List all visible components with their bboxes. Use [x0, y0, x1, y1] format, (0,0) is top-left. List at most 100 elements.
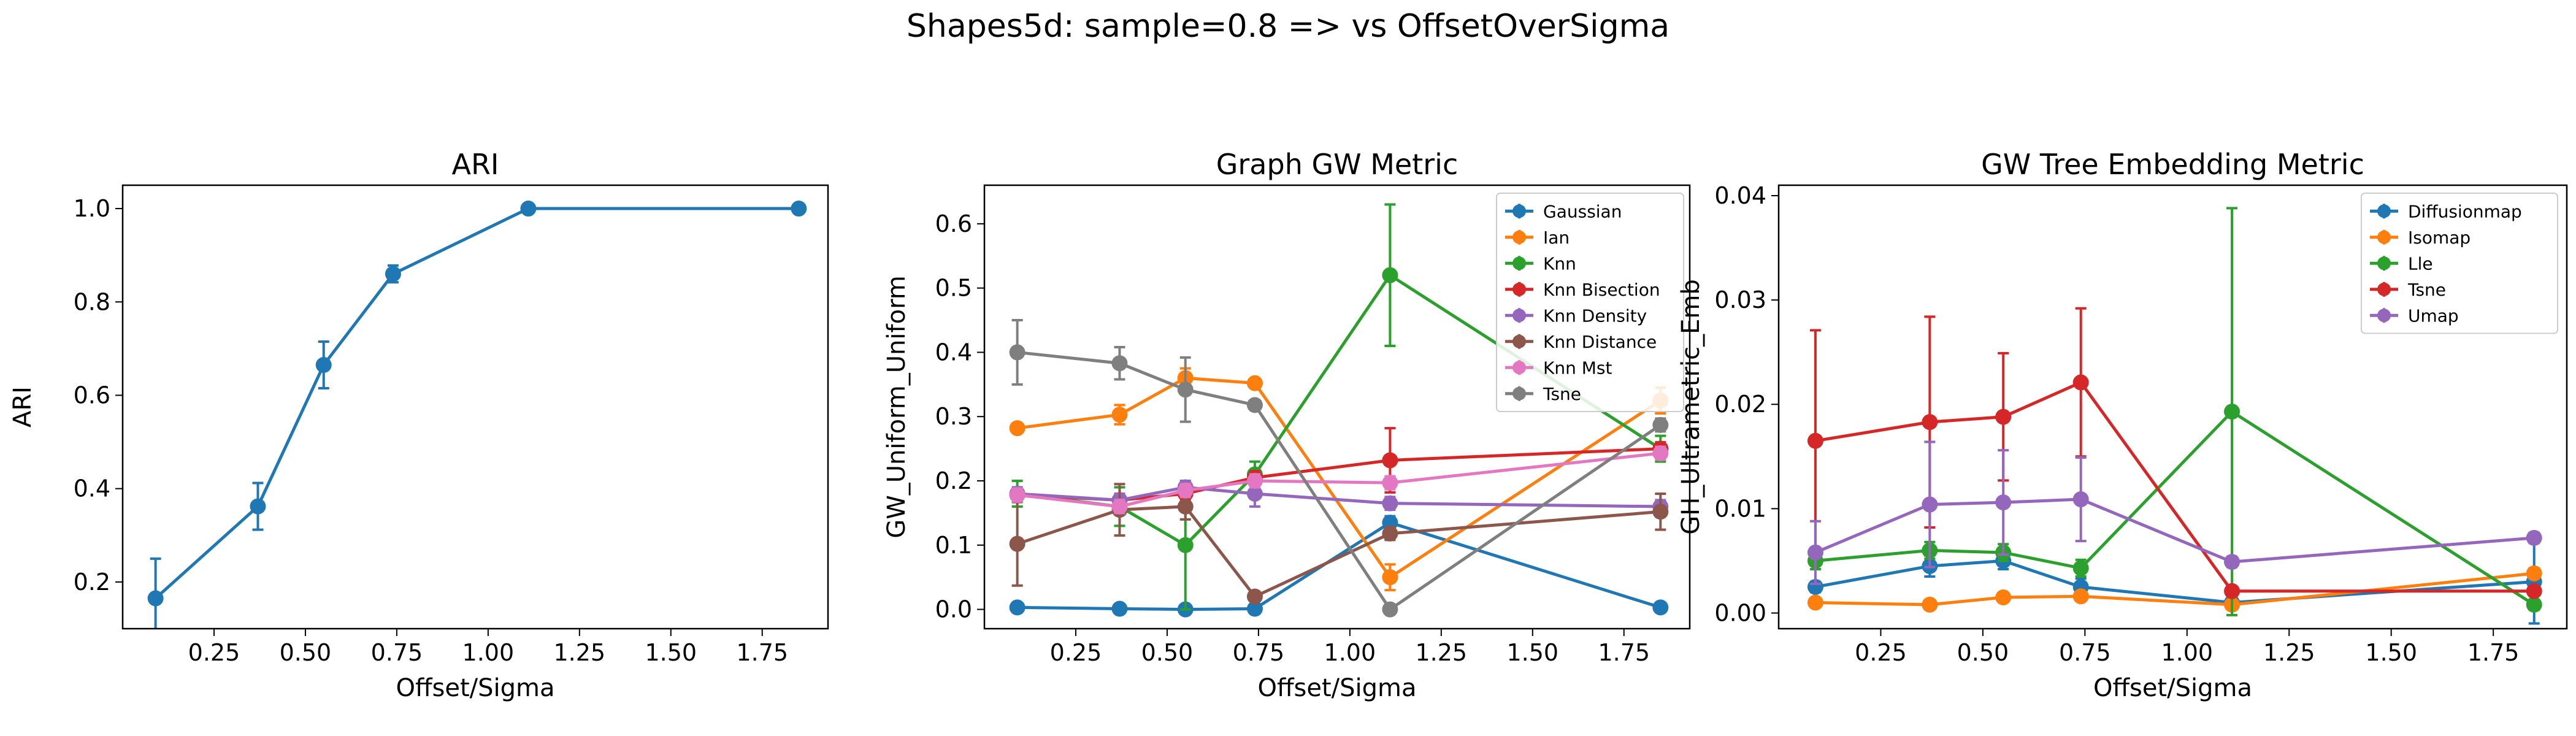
data-point [1382, 525, 1398, 542]
y-axis-label: GH_Ultrametric_Emb [1677, 279, 1705, 535]
x-axis-label: Offset/Sigma [2093, 674, 2252, 702]
data-point [1111, 355, 1128, 372]
x-tick-label: 0.25 [188, 639, 240, 666]
y-tick-label: 0.01 [1714, 495, 1766, 522]
x-tick-label: 0.75 [371, 639, 423, 666]
data-point [315, 357, 332, 374]
data-point [1111, 498, 1128, 515]
y-tick-label: 0.3 [935, 403, 972, 430]
data-point [1807, 594, 1823, 611]
data-point [1652, 445, 1669, 461]
x-axis-label: Offset/Sigma [396, 674, 554, 702]
legend-label: Knn [1543, 253, 1576, 274]
y-tick-label: 0.5 [935, 275, 972, 302]
y-tick-label: 0.4 [935, 339, 972, 366]
data-point [2224, 404, 2241, 420]
x-tick-label: 1.50 [1506, 639, 1558, 666]
data-point [1111, 600, 1128, 617]
series-knn-mst [1009, 445, 1669, 515]
data-point [1246, 588, 1263, 605]
data-point [1382, 495, 1398, 512]
axes-frame [1777, 184, 2568, 630]
legend-label: Knn Density [1543, 305, 1647, 326]
y-tick-label: 1.0 [74, 195, 110, 222]
data-point [1246, 485, 1263, 502]
legend-label: Lle [2408, 253, 2433, 274]
chart-panel-1: ARI 0.25 0.50 0.75 1.00 1.25 1.50 1.75 0.2 0.4 0.6… [9, 148, 829, 702]
series-line [1815, 409, 2536, 606]
data-layer [1807, 207, 2542, 625]
legend-entry: Gaussian [1505, 201, 1622, 221]
y-tick-label: 0.6 [74, 381, 110, 408]
data-point [1995, 408, 2012, 425]
legend-swatch-marker [2377, 204, 2391, 218]
series-umap [1807, 440, 2542, 585]
data-point [2526, 596, 2542, 613]
legend-swatch-marker [1512, 361, 1526, 375]
axes-frame [121, 184, 829, 630]
legend-frame [1496, 193, 1684, 412]
data-point [2072, 374, 2089, 391]
legend-entry: Diffusionmap [2370, 201, 2522, 221]
series-isomap [1807, 565, 2542, 613]
x-tick-label: 1.00 [2161, 639, 2213, 666]
y-tick-label: 0.02 [1714, 391, 1766, 418]
legend-swatch-marker [1512, 309, 1526, 323]
legend-entry: Knn Distance [1505, 332, 1657, 352]
series-tsne [1009, 319, 1669, 618]
data-point [2072, 491, 2089, 508]
legend-swatch-marker [2377, 309, 2391, 323]
legend: Diffusionmap Isomap Lle Tsne Umap [2361, 193, 2558, 334]
data-point [1009, 420, 1025, 437]
x-tick-label: 0.75 [2059, 639, 2111, 666]
data-layer [1009, 203, 1669, 618]
series-line [1017, 451, 1661, 508]
data-point [1177, 482, 1194, 499]
chart-title: ARI [452, 148, 499, 181]
data-point [1652, 504, 1669, 520]
legend-swatch-marker [1512, 256, 1526, 270]
data-point [1382, 475, 1398, 491]
data-point [1177, 537, 1194, 553]
legend-swatch-marker [1512, 386, 1526, 401]
legend-frame [2361, 193, 2558, 334]
data-point [1995, 589, 2012, 605]
series-tsne [1807, 307, 2542, 599]
chart-title: GW Tree Embedding Metric [1981, 148, 2364, 181]
legend-swatch-marker [2377, 230, 2391, 244]
legend-entry: Knn Mst [1505, 358, 1612, 378]
series-line [1017, 521, 1662, 611]
data-point [1652, 416, 1669, 433]
legend-label: Knn Distance [1543, 332, 1657, 352]
x-tick-label: 1.00 [462, 639, 515, 666]
x-tick-label: 1.00 [1324, 639, 1376, 666]
chart-panel-2: Graph GW Metric 0.25 0.50 0.75 1.00 1.25 1.50 1… [883, 148, 1691, 702]
data-point [1652, 599, 1669, 616]
data-point [1382, 601, 1398, 618]
data-point [1807, 432, 1823, 449]
legend-label: Diffusionmap [2408, 201, 2522, 221]
y-axis-label: GW_Uniform_Uniform [883, 275, 911, 539]
data-point [1246, 375, 1263, 391]
series-line [1016, 505, 1661, 599]
data-point [1246, 473, 1263, 489]
series-line [1017, 376, 1662, 580]
data-point [1009, 344, 1025, 361]
data-point [1995, 494, 2012, 511]
figure-suptitle: Shapes5d: sample=0.8 => vs OffsetOverSig… [907, 8, 1669, 45]
series-line [1815, 380, 2534, 593]
y-tick-label: 0.8 [74, 288, 110, 315]
legend-entry: Knn Density [1505, 305, 1647, 326]
legend-swatch-marker [2377, 282, 2391, 296]
legend-swatch-marker [1512, 230, 1526, 244]
data-point [1922, 496, 1938, 513]
data-point [1382, 569, 1398, 586]
y-tick-label: 0.0 [935, 596, 972, 623]
y-tick-label: 0.2 [74, 569, 110, 596]
data-point [2526, 529, 2542, 546]
data-point [1009, 535, 1025, 552]
data-point [250, 498, 266, 515]
series-line [1815, 572, 2534, 607]
data-layer [147, 201, 807, 629]
x-tick-label: 1.25 [554, 639, 606, 666]
